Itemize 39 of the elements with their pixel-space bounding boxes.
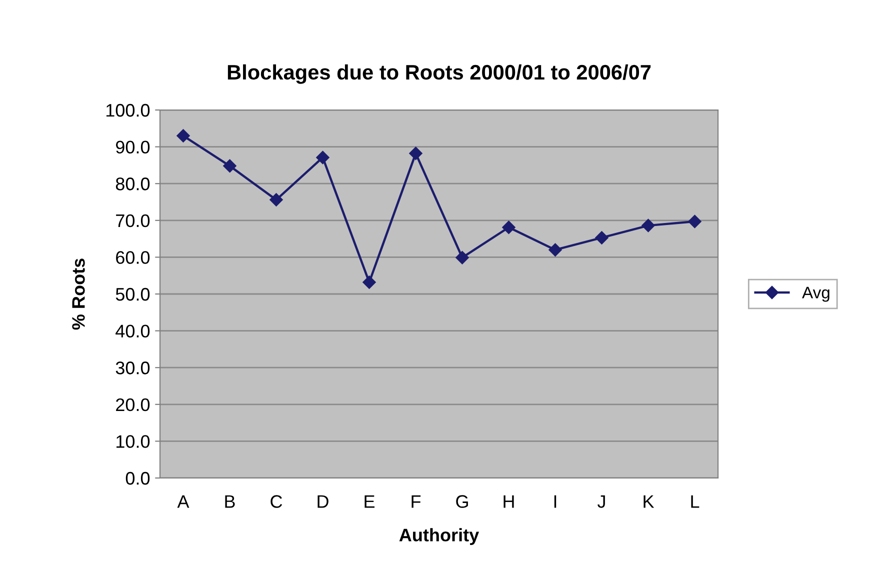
y-tick-label: 100.0 — [106, 104, 150, 117]
x-tick-label: C — [270, 495, 282, 508]
point — [642, 218, 655, 232]
point — [223, 159, 236, 173]
y-axis-title: % Roots — [72, 258, 85, 330]
x-tick-label: D — [318, 495, 328, 508]
y-tick-label: 60.0 — [116, 251, 150, 264]
y-tick-label: 70.0 — [116, 214, 150, 228]
y-tick-label: 10.0 — [116, 435, 150, 448]
x-tick-label: I — [554, 495, 556, 508]
x-tick-label: F — [412, 495, 421, 508]
y-tick-label: 80.0 — [116, 178, 150, 190]
chart-title: Blockages due to Roots 2000/01 to 2006/07 — [228, 64, 651, 84]
x-tick-label: K — [644, 495, 654, 508]
point — [688, 214, 702, 228]
x-tick-label: H — [504, 495, 514, 508]
y-tick-label: 30.0 — [116, 362, 150, 374]
y-tick-label: 50.0 — [116, 288, 150, 301]
point — [595, 231, 608, 244]
y-tick-label: 40.0 — [116, 324, 150, 338]
y-tick-label: 0.0 — [126, 472, 150, 485]
point — [316, 150, 330, 164]
x-axis-title: Authority — [399, 528, 480, 545]
x-tick-label: J — [598, 495, 605, 508]
point — [456, 250, 469, 264]
y-tick-label: 90.0 — [116, 140, 150, 154]
legend-label: Avg — [802, 286, 830, 302]
point — [409, 146, 422, 160]
x-tick-label: E — [364, 495, 374, 508]
x-tick-label: G — [456, 495, 468, 508]
point — [270, 193, 283, 206]
x-tick-label: L — [691, 495, 700, 508]
x-tick-label: A — [177, 495, 190, 508]
x-tick-label: B — [225, 495, 235, 508]
y-tick-label: 20.0 — [116, 398, 150, 412]
point — [176, 129, 190, 142]
point — [548, 243, 562, 256]
point — [362, 276, 376, 289]
point — [502, 220, 516, 234]
